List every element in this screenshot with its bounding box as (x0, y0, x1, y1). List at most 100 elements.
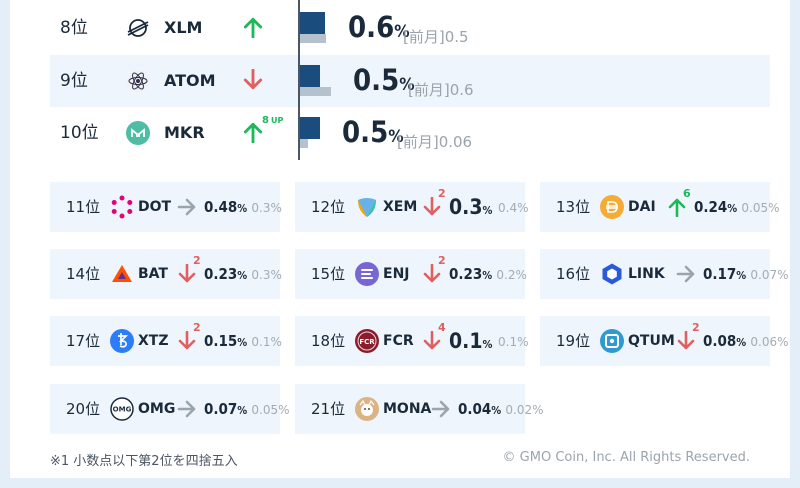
previous-share-bar (300, 87, 331, 96)
market-share-value: 0.23% (204, 249, 247, 299)
qtum-icon (600, 329, 624, 353)
percent-sign: % (237, 202, 248, 215)
percent-sign: % (482, 204, 493, 217)
previous-month-share: 0.02% (505, 403, 544, 417)
market-share-value: 0.6% (348, 10, 410, 44)
bar-axis (298, 0, 300, 160)
market-share-value: 0.3% (449, 182, 492, 232)
rank-label: 14位 (66, 265, 101, 283)
ranking-card-item: 14位 BAT 2 0.23% 0.3% (50, 249, 282, 299)
maker-icon (126, 121, 150, 145)
percent-sign: % (237, 336, 248, 349)
coin-symbol: BAT (138, 266, 168, 282)
percent-sign: % (237, 269, 248, 282)
previous-month-share: [前月]0.06 (397, 133, 473, 151)
coin-symbol: QTUM (628, 333, 675, 349)
svg-text:OMG: OMG (113, 406, 132, 414)
rank-label: 8位 (60, 18, 88, 38)
arrow-down-icon (242, 68, 264, 93)
arrow-up-icon (242, 121, 264, 145)
rank-label: 9位 (60, 71, 88, 91)
ranking-card-item: 12位 XEM 2 0.3% 0.4% (295, 182, 529, 232)
market-share-value: 0.07% (204, 384, 247, 434)
ranking-card-item: 13位 DAI 6 0.24% 0.05% (540, 182, 780, 232)
percent-sign: % (394, 22, 410, 42)
coin-symbol: FCR (383, 333, 414, 349)
share-number: 0.24 (694, 198, 728, 216)
nem-icon (355, 195, 379, 219)
rank-change-count: 6 (683, 187, 691, 200)
enjin-icon (355, 262, 379, 286)
rank-change-count: 4 (438, 321, 446, 334)
previous-month-share: [前月]0.5 (403, 28, 469, 46)
share-number: 0.23 (449, 265, 483, 283)
market-share-value: 0.15% (204, 316, 247, 366)
arrow-flat-icon (431, 399, 451, 421)
arrow-flat-icon (177, 399, 197, 421)
rank-label: 13位 (556, 198, 591, 216)
coin-symbol: XLM (164, 18, 203, 37)
rank-change-count: 2 (193, 321, 201, 334)
arrow-flat-icon (676, 264, 696, 286)
share-number: 0.5 (342, 115, 389, 149)
arrow-flat-icon (177, 197, 197, 219)
share-number: 0.15 (204, 332, 238, 350)
share-number: 0.07 (204, 400, 238, 418)
rank-change-count: 2 (438, 187, 446, 200)
market-share-value: 0.48% (204, 182, 247, 232)
arrow-down-icon (676, 330, 696, 353)
previous-month-share: 0.07% (750, 268, 789, 282)
rank-label: 16位 (556, 265, 591, 283)
omg-icon: OMG (110, 397, 134, 421)
rank-label: 21位 (311, 400, 346, 418)
percent-sign: % (736, 269, 747, 282)
coin-symbol: ENJ (383, 266, 410, 282)
rank-label: 18位 (311, 332, 346, 350)
share-number: 0.1 (449, 329, 483, 353)
ranking-card-item: 16位 LINK 0.17% 0.07% (540, 249, 789, 299)
previous-month-share: 0.05% (741, 201, 780, 215)
coin-symbol: DOT (138, 199, 172, 215)
previous-share-bar (300, 139, 308, 148)
ranking-card: 8位 XLM 0.6% [前月]0.5 9位 ATOM 0.5% [前月]0.6 10位 MKR 8… (10, 0, 790, 478)
arrow-down-icon (422, 263, 442, 286)
coin-symbol: MONA (383, 401, 432, 417)
rank-change-suffix: UP (270, 116, 284, 125)
share-number: 0.5 (353, 63, 400, 97)
footnote: ※1 小数点以下第2位を四捨五入 (50, 454, 238, 469)
percent-sign: % (482, 338, 493, 351)
rank-change-count: 8 (262, 115, 269, 126)
ranking-card-item: 21位 MONA 0.04% 0.02% (295, 384, 544, 434)
market-share-value: 0.5% (342, 115, 404, 149)
share-number: 0.17 (703, 265, 737, 283)
arrow-up-icon (242, 16, 264, 40)
stellar-icon (126, 16, 150, 40)
market-share-value: 0.24% (694, 182, 737, 232)
market-share-value: 0.23% (449, 249, 492, 299)
ranking-row: 9位 ATOM (50, 55, 770, 107)
percent-sign: % (399, 75, 415, 95)
ranking-card-item: 18位 FCR FCR 4 0.1% 0.1% (295, 316, 529, 366)
market-share-value: 0.17% (703, 249, 746, 299)
previous-month-share: 0.05% (251, 403, 290, 417)
share-number: 0.48 (204, 198, 238, 216)
percent-sign: % (727, 202, 738, 215)
arrow-up-icon (667, 197, 687, 219)
previous-month-share: 0.3% (251, 268, 282, 282)
market-share-value: 0.5% (353, 63, 415, 97)
market-share-value: 0.04% (458, 384, 501, 434)
dai-icon (600, 195, 624, 219)
chainlink-icon (600, 262, 624, 286)
share-number: 0.23 (204, 265, 238, 283)
arrow-down-icon (177, 330, 197, 353)
bat-icon (110, 262, 134, 286)
ranking-row: 10位 MKR 8 UP (50, 107, 770, 159)
previous-share-bar (300, 34, 326, 43)
ranking-card-item: 19位 QTUM 2 0.08% 0.06% (540, 316, 789, 366)
share-number: 0.04 (458, 400, 492, 418)
rank-label: 15位 (311, 265, 346, 283)
previous-month-share: 0.4% (498, 201, 529, 215)
coin-symbol: MKR (164, 123, 205, 142)
fcr-icon: FCR (355, 329, 379, 353)
share-number: 0.08 (703, 332, 737, 350)
